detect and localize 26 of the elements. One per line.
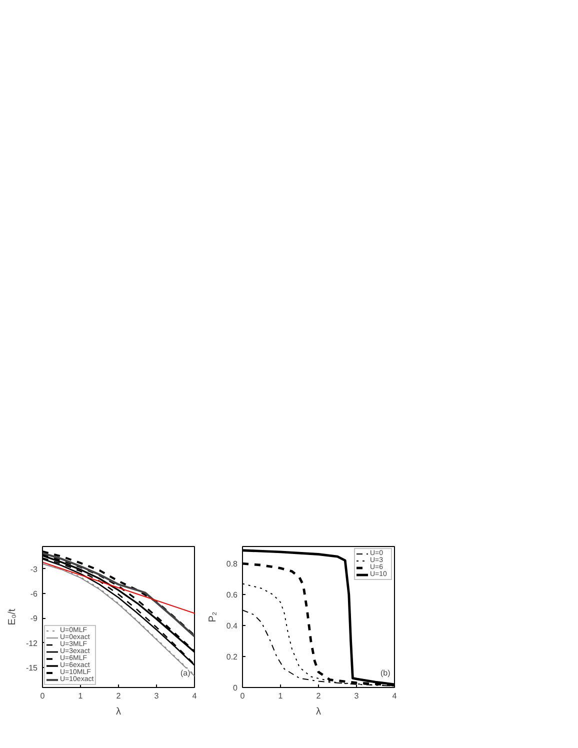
x-tick-label: 0 bbox=[240, 692, 246, 700]
y-tick-label: -9 bbox=[30, 614, 38, 624]
x-tick-label: 4 bbox=[192, 692, 198, 700]
y-axis-title: P₂ bbox=[207, 612, 218, 622]
annotation: (b) bbox=[380, 668, 391, 678]
x-tick-label: 1 bbox=[78, 692, 84, 700]
y-tick-label: -12 bbox=[26, 638, 38, 648]
y-tick-label: -6 bbox=[30, 590, 38, 598]
y-tick-label: 0.4 bbox=[226, 622, 238, 631]
y-tick-label: 0.6 bbox=[226, 590, 238, 600]
annotation: (a) bbox=[180, 668, 191, 678]
y-tick-label: 0.8 bbox=[226, 560, 238, 569]
y-tick-label: 0 bbox=[233, 684, 238, 692]
x-tick-label: 2 bbox=[316, 692, 322, 700]
y-tick-label: -3 bbox=[30, 564, 38, 574]
x-tick-label: 1 bbox=[278, 692, 284, 700]
x-tick-label: 4 bbox=[392, 692, 398, 700]
x-tick-label: 2 bbox=[116, 692, 122, 700]
x-axis-title: λ bbox=[316, 706, 321, 718]
x-tick-label: 0 bbox=[40, 692, 46, 700]
y-axis-title: E₀/t bbox=[6, 608, 18, 626]
x-axis-title: λ bbox=[116, 706, 121, 718]
x-tick-label: 3 bbox=[354, 692, 360, 700]
x-tick-label: 3 bbox=[154, 692, 160, 700]
y-tick-label: -15 bbox=[26, 664, 38, 673]
y-tick-label: 0.2 bbox=[226, 652, 238, 662]
